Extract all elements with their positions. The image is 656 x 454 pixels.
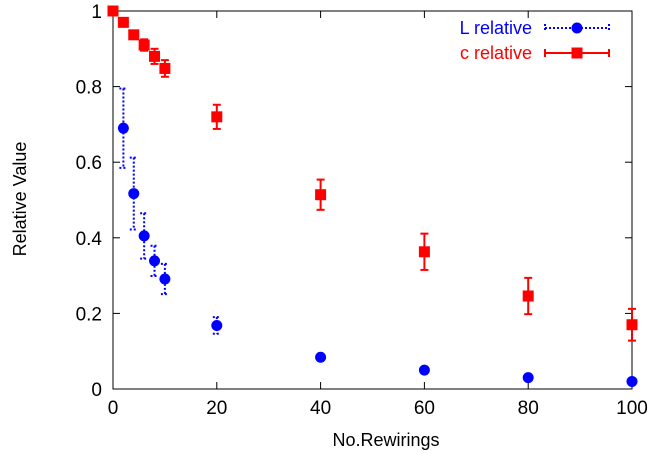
x-tick-label: 0 <box>108 398 119 419</box>
legend-entry-1: c relative <box>460 43 610 63</box>
y-tick-label: 1 <box>91 2 102 23</box>
error-bar <box>150 244 159 277</box>
y-tick-label: 0.2 <box>76 304 102 325</box>
plot-series <box>107 5 638 387</box>
data-point <box>128 29 140 41</box>
error-bar <box>140 212 149 260</box>
data-point <box>522 372 534 384</box>
data-point <box>211 319 223 331</box>
data-point <box>159 273 171 285</box>
data-point <box>117 122 129 134</box>
data-point <box>128 188 140 200</box>
error-bar <box>129 156 138 231</box>
data-point <box>315 351 327 363</box>
x-tick-label: 20 <box>206 398 227 419</box>
y-tick-label: 0.4 <box>76 229 103 250</box>
data-point <box>626 375 638 387</box>
data-point <box>149 50 161 62</box>
data-point <box>138 39 150 51</box>
x-axis-label: No.Rewirings <box>332 430 439 450</box>
series-1 <box>107 5 638 342</box>
x-tick-label: 80 <box>518 398 539 419</box>
x-tick-label: 100 <box>616 398 648 419</box>
plot-frame <box>112 10 633 390</box>
data-point <box>418 246 430 258</box>
error-bar <box>119 87 128 169</box>
data-point <box>159 62 171 74</box>
legend: L relative c relative <box>460 18 610 63</box>
legend-entry-0: L relative <box>460 18 610 38</box>
data-point <box>107 5 119 17</box>
y-axis-label: Relative Value <box>10 142 30 257</box>
y-tick-label: 0 <box>91 380 102 401</box>
axis-ticks: 0 20 40 60 80 100 0 0.2 0.4 0.6 0.8 1 <box>76 2 648 419</box>
x-tick-label: 60 <box>414 398 435 419</box>
plot-border <box>112 10 633 390</box>
y-tick-label: 0.8 <box>76 78 102 99</box>
legend-label: L relative <box>460 18 532 38</box>
data-point <box>117 16 129 28</box>
data-point <box>149 255 161 267</box>
legend-marker <box>571 22 583 34</box>
x-tick-label: 40 <box>310 398 331 419</box>
y-tick-label: 0.6 <box>76 153 102 174</box>
data-point <box>315 189 327 201</box>
series-0 <box>107 5 638 387</box>
error-bar <box>160 262 169 296</box>
data-point <box>626 319 638 331</box>
data-point <box>522 290 534 302</box>
legend-marker <box>571 47 583 59</box>
legend-label: c relative <box>460 43 532 63</box>
data-point <box>211 111 223 123</box>
data-point <box>418 364 430 376</box>
data-point <box>138 230 150 242</box>
